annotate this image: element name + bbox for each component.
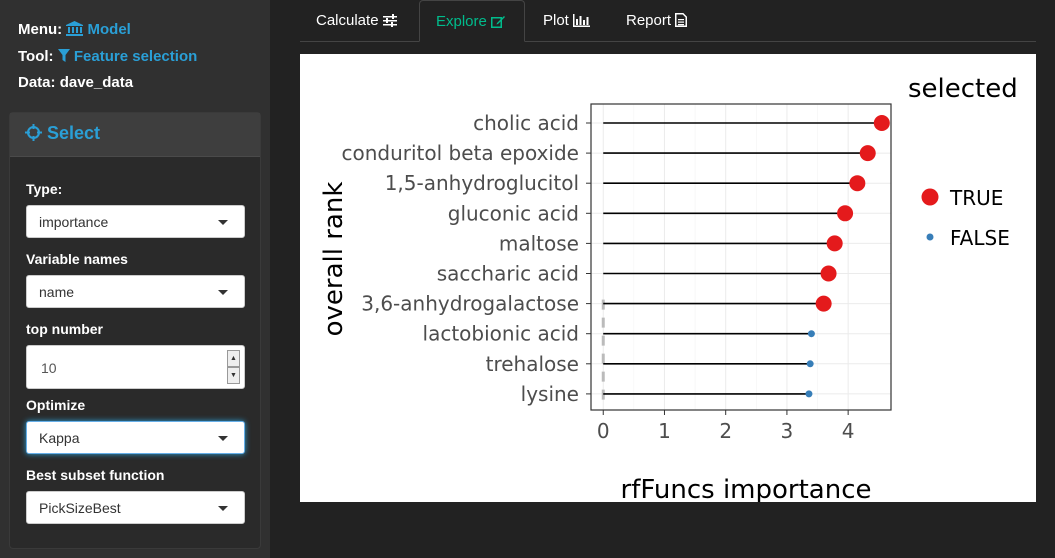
varnames-label: Variable names [26, 251, 128, 267]
sliders-icon [382, 14, 397, 27]
y-tick-label: maltose [499, 231, 579, 255]
x-tick-label: 2 [719, 419, 732, 443]
legend-title: selected [908, 74, 1018, 104]
x-tick-label: 0 [597, 419, 610, 443]
tab-explore[interactable]: Explore [419, 0, 525, 42]
subset-label: Best subset function [26, 467, 165, 483]
y-tick-label: 1,5-anhydroglucitol [385, 171, 579, 195]
chevron-down-icon [218, 220, 228, 225]
data-point [807, 330, 815, 338]
sidebar: Menu: Model Tool: Feature selection Data… [0, 0, 270, 558]
tab-calculate-label: Calculate [316, 12, 379, 29]
topnum-input[interactable]: 10 ▲ ▼ [26, 345, 245, 389]
menu-label: Menu: [18, 21, 63, 38]
tab-bar: Calculate Explore Plot Report [300, 0, 1036, 42]
select-panel-title-text: Select [47, 123, 101, 143]
y-tick-label: trehalose [486, 352, 579, 376]
data-label: Data: [18, 74, 56, 91]
tab-calculate[interactable]: Calculate [300, 0, 418, 42]
chevron-down-icon [218, 436, 228, 441]
menu-info: Menu: Model [18, 21, 131, 38]
type-select-value: importance [39, 214, 109, 230]
plot-area: cholic acid conduritol beta epoxide 1,5-an… [300, 54, 1036, 505]
tab-plot-label: Plot [543, 12, 569, 29]
type-label: Type: [26, 181, 63, 197]
legend-key [921, 188, 939, 206]
plot-panel [591, 104, 891, 410]
spin-down-icon[interactable]: ▼ [227, 367, 240, 384]
file-icon [675, 13, 688, 27]
bank-icon [66, 21, 84, 36]
varnames-select-value: name [39, 284, 75, 300]
type-select[interactable]: importance [26, 205, 245, 238]
chevron-down-icon [218, 506, 228, 511]
filter-icon [57, 49, 70, 62]
select-panel: Select Type: importance Variable names n… [9, 112, 261, 549]
tool-value-label: Feature selection [73, 48, 198, 65]
y-tick-label: saccharic acid [437, 262, 579, 286]
data-point [849, 175, 866, 192]
bar-chart-icon [573, 14, 591, 27]
data-point [805, 390, 813, 398]
y-axis-title: overall rank [319, 182, 349, 337]
y-tick-label: 3,6-anhydrogalactose [361, 292, 579, 316]
select-panel-title: Select [25, 123, 100, 144]
data-point [837, 205, 854, 222]
x-tick-label: 4 [842, 419, 855, 443]
x-axis-title: rfFuncs importance [621, 475, 872, 502]
optimize-select[interactable]: Kappa [26, 421, 245, 454]
y-tick-label: lysine [521, 382, 579, 406]
data-point [815, 295, 832, 312]
varnames-select[interactable]: name [26, 275, 245, 308]
topnum-input-value: 10 [41, 360, 57, 376]
legend-label: TRUE [949, 186, 1003, 210]
tab-explore-label: Explore [436, 13, 487, 30]
data-point [826, 235, 843, 252]
data-info: Data: dave_data [18, 74, 133, 91]
menu-value[interactable]: Model [66, 21, 131, 38]
spin-up-icon[interactable]: ▲ [227, 350, 240, 367]
y-tick-label: conduritol beta epoxide [341, 141, 579, 165]
topnum-label: top number [26, 321, 103, 337]
chevron-down-icon [218, 290, 228, 295]
importance-chart: cholic acid conduritol beta epoxide 1,5-an… [319, 74, 1018, 505]
edit-icon [491, 16, 506, 28]
data-point [820, 265, 837, 282]
data-value: dave_data [59, 74, 134, 91]
tool-info: Tool: Feature selection [18, 48, 197, 65]
y-tick-label: lactobionic acid [423, 322, 579, 346]
x-tick-label: 1 [658, 419, 671, 443]
tool-label: Tool: [18, 48, 54, 65]
y-tick-label: gluconic acid [448, 201, 579, 225]
tab-plot[interactable]: Plot [527, 0, 611, 42]
tool-value[interactable]: Feature selection [57, 48, 198, 65]
x-tick-label: 3 [781, 419, 794, 443]
menu-value-label: Model [87, 21, 131, 38]
crosshairs-icon [25, 124, 42, 141]
select-panel-header[interactable]: Select [10, 113, 260, 157]
plot-panel-border [590, 103, 892, 411]
optimize-label: Optimize [26, 397, 86, 413]
subset-select-value: PickSizeBest [39, 500, 121, 516]
optimize-select-value: Kappa [39, 430, 80, 446]
subset-select[interactable]: PickSizeBest [26, 491, 245, 524]
legend-label: FALSE [950, 226, 1010, 250]
data-point [806, 360, 814, 368]
data-point [859, 145, 876, 162]
tab-report[interactable]: Report [610, 0, 706, 42]
legend-key [926, 233, 934, 241]
data-point [873, 115, 890, 131]
y-tick-label: cholic acid [473, 111, 579, 135]
tab-report-label: Report [626, 12, 672, 29]
